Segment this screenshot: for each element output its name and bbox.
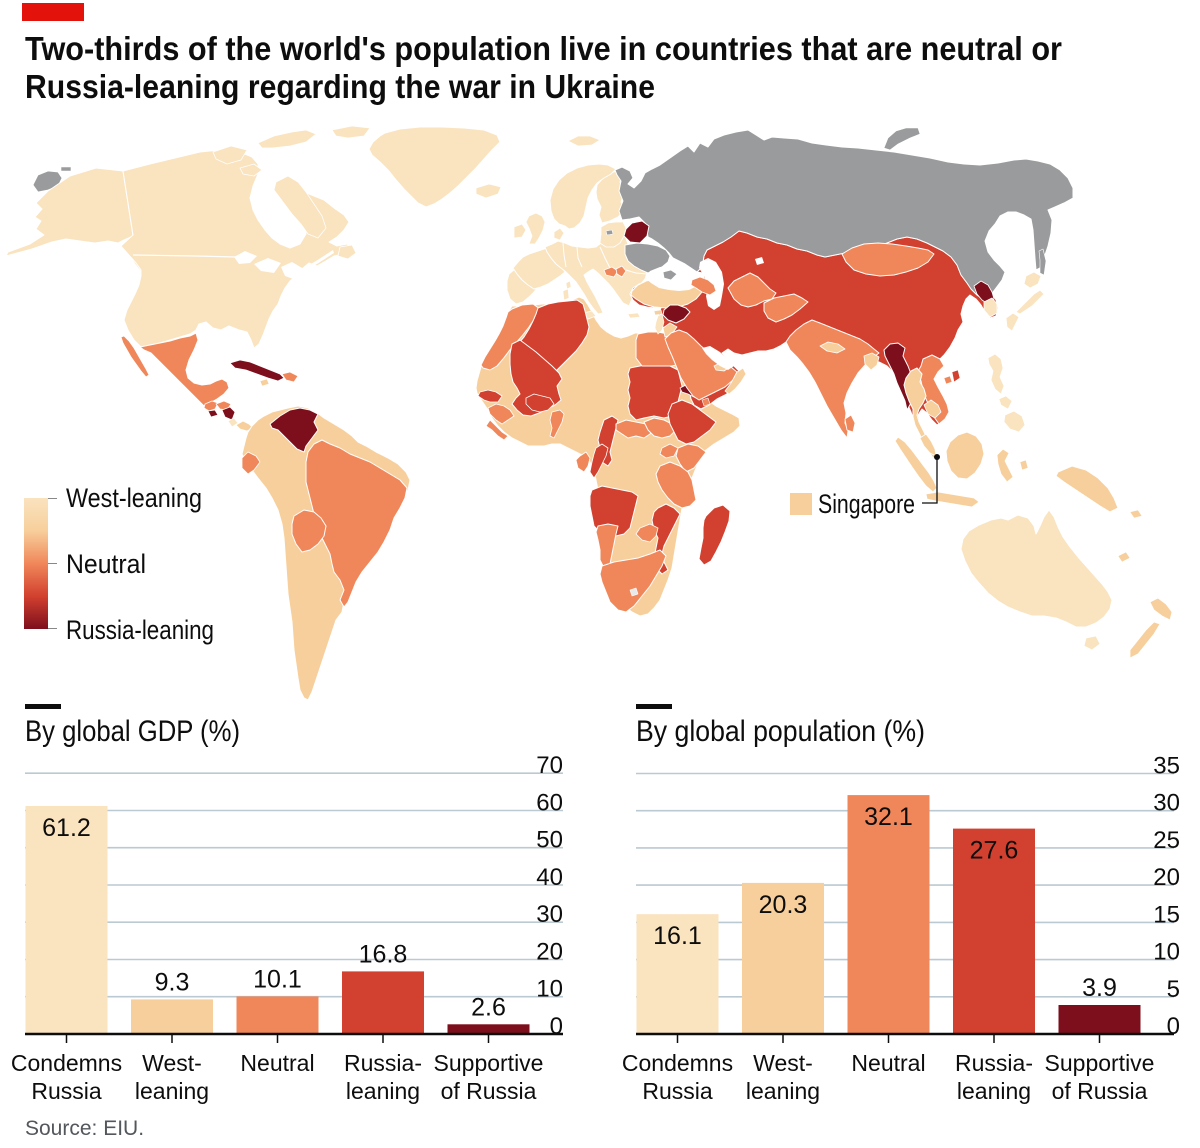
svg-text:Source: EIU.: Source: EIU. [25,1117,144,1140]
svg-text:of Russia: of Russia [441,1078,537,1104]
svg-text:leaning: leaning [957,1078,1031,1104]
svg-text:Condemns: Condemns [622,1050,733,1076]
svg-text:70: 70 [536,752,563,779]
svg-text:40: 40 [536,864,563,891]
svg-text:32.1: 32.1 [864,803,913,831]
svg-text:10: 10 [536,976,563,1003]
svg-text:30: 30 [1153,790,1180,817]
svg-text:Russia: Russia [642,1078,713,1104]
svg-text:5: 5 [1167,976,1180,1003]
svg-text:3.9: 3.9 [1082,974,1117,1002]
svg-text:Supportive: Supportive [434,1050,544,1076]
svg-text:leaning: leaning [135,1078,209,1104]
svg-text:61.2: 61.2 [42,814,91,842]
svg-text:leaning: leaning [746,1078,820,1104]
svg-text:Supportive: Supportive [1045,1050,1155,1076]
svg-text:By global population (%): By global population (%) [636,715,925,748]
svg-text:Russia-leaning regarding the w: Russia-leaning regarding the war in Ukra… [25,68,655,105]
svg-text:of Russia: of Russia [1052,1078,1148,1104]
svg-text:West-: West- [142,1050,202,1076]
svg-text:20.3: 20.3 [759,891,808,919]
svg-text:10.1: 10.1 [253,965,302,993]
svg-text:Russia-leaning: Russia-leaning [66,615,214,645]
svg-text:15: 15 [1153,901,1180,928]
svg-text:0: 0 [550,1013,563,1040]
svg-text:2.6: 2.6 [471,993,506,1021]
svg-text:16.8: 16.8 [359,940,408,968]
svg-text:West-leaning: West-leaning [66,483,202,513]
svg-text:27.6: 27.6 [970,837,1019,865]
svg-text:Neutral: Neutral [240,1050,314,1076]
svg-text:10: 10 [1153,939,1180,966]
svg-text:Russia-: Russia- [344,1050,422,1076]
svg-text:Two-thirds of the world's popu: Two-thirds of the world's population liv… [25,30,1062,67]
svg-text:16.1: 16.1 [653,922,702,950]
svg-text:Condemns: Condemns [11,1050,122,1076]
svg-text:30: 30 [536,901,563,928]
svg-text:Singapore: Singapore [818,489,915,519]
svg-text:60: 60 [536,790,563,817]
svg-text:Neutral: Neutral [66,549,146,579]
svg-text:35: 35 [1153,753,1180,780]
svg-text:9.3: 9.3 [155,968,190,996]
svg-text:West-: West- [753,1050,813,1076]
svg-text:Neutral: Neutral [851,1050,925,1076]
svg-text:By global GDP (%): By global GDP (%) [25,715,240,748]
svg-text:20: 20 [1153,864,1180,891]
svg-text:Russia-: Russia- [955,1050,1033,1076]
svg-text:25: 25 [1153,827,1180,854]
svg-text:Russia: Russia [31,1078,102,1104]
svg-text:50: 50 [536,827,563,854]
svg-text:0: 0 [1167,1013,1180,1040]
svg-text:20: 20 [536,939,563,966]
svg-text:leaning: leaning [346,1078,420,1104]
